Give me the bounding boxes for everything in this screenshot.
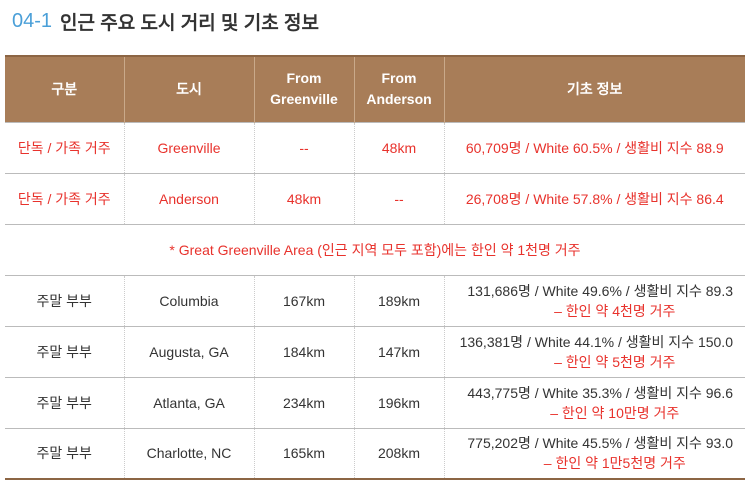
cell-category: 주말 부부	[5, 427, 124, 480]
table-row: 단독 / 가족 거주 Anderson 48km -- 26,708명 / Wh…	[5, 172, 745, 224]
cell-from-anderson: 189km	[353, 274, 444, 326]
cell-from-anderson: 208km	[353, 427, 444, 480]
cell-from-anderson: 196km	[353, 376, 444, 428]
cell-category: 주말 부부	[5, 325, 124, 377]
cell-info: 443,775명 / White 35.3% / 생활비 지수 96.6 – 한…	[443, 376, 745, 428]
cell-from-greenville: 234km	[253, 376, 354, 428]
cell-city: Atlanta, GA	[123, 376, 254, 428]
cell-city: Columbia	[123, 274, 254, 326]
cell-city: Anderson	[123, 172, 254, 224]
table-row: 주말 부부 Atlanta, GA 234km 196km 443,775명 /…	[5, 376, 745, 428]
cell-from-greenville: 165km	[253, 427, 354, 480]
header-city: 도시	[123, 55, 254, 122]
cell-from-greenville: --	[253, 121, 354, 173]
cell-city: Charlotte, NC	[123, 427, 254, 480]
note-text: * Great Greenville Area (인근 지역 모두 포함)에는 …	[5, 223, 745, 275]
header-from-greenville: From Greenville	[253, 55, 354, 122]
cell-info: 136,381명 / White 44.1% / 생활비 지수 150.0 – …	[443, 325, 745, 377]
city-info-table: 구분 도시 From Greenville From Anderson 기초 정…	[5, 55, 745, 480]
table-row: 단독 / 가족 거주 Greenville -- 48km 60,709명 / …	[5, 121, 745, 173]
info-korean-population: – 한인 약 10만명 거주	[550, 404, 680, 421]
cell-category: 주말 부부	[5, 274, 124, 326]
info-stats: 775,202명 / White 45.5% / 생활비 지수 93.0	[467, 435, 733, 452]
info-korean-population: – 한인 약 5천명 거주	[554, 353, 676, 370]
header-from-greenville-line2: Greenville	[270, 91, 338, 108]
section-number: 04-1	[12, 9, 53, 32]
info-korean-population: – 한인 약 1만5천명 거주	[543, 455, 686, 472]
page-title: 04-1 인근 주요 도시 거리 및 기초 정보	[12, 6, 319, 36]
info-stats: 443,775명 / White 35.3% / 생활비 지수 96.6	[467, 384, 733, 401]
cell-from-greenville: 167km	[253, 274, 354, 326]
header-from-anderson-line2: Anderson	[366, 91, 432, 108]
table-row: 주말 부부 Charlotte, NC 165km 208km 775,202명…	[5, 427, 745, 480]
cell-info: 131,686명 / White 49.6% / 생활비 지수 89.3 – 한…	[443, 274, 745, 326]
info-korean-population: – 한인 약 4천명 거주	[554, 302, 676, 319]
table-row: 주말 부부 Columbia 167km 189km 131,686명 / Wh…	[5, 274, 745, 326]
cell-info: 26,708명 / White 57.8% / 생활비 지수 86.4	[443, 172, 745, 224]
note-row: * Great Greenville Area (인근 지역 모두 포함)에는 …	[5, 223, 745, 275]
header-category: 구분	[5, 55, 124, 122]
info-stats: 131,686명 / White 49.6% / 생활비 지수 89.3	[467, 282, 733, 299]
cell-info: 775,202명 / White 45.5% / 생활비 지수 93.0 – 한…	[443, 427, 745, 480]
info-stats: 136,381명 / White 44.1% / 생활비 지수 150.0	[459, 333, 733, 350]
header-from-anderson-line1: From	[381, 70, 417, 87]
cell-from-anderson: --	[353, 172, 444, 224]
cell-from-anderson: 147km	[353, 325, 444, 377]
cell-category: 주말 부부	[5, 376, 124, 428]
cell-from-greenville: 48km	[253, 172, 354, 224]
table-header-row: 구분 도시 From Greenville From Anderson 기초 정…	[5, 55, 745, 122]
cell-city: Greenville	[123, 121, 254, 173]
cell-category: 단독 / 가족 거주	[5, 172, 124, 224]
header-from-greenville-line1: From	[286, 70, 322, 87]
header-from-anderson: From Anderson	[353, 55, 444, 122]
cell-from-greenville: 184km	[253, 325, 354, 377]
section-title: 인근 주요 도시 거리 및 기초 정보	[60, 12, 319, 34]
cell-city: Augusta, GA	[123, 325, 254, 377]
table-row: 주말 부부 Augusta, GA 184km 147km 136,381명 /…	[5, 325, 745, 377]
header-basic-info: 기초 정보	[443, 55, 745, 122]
cell-category: 단독 / 가족 거주	[5, 121, 124, 173]
cell-info: 60,709명 / White 60.5% / 생활비 지수 88.9	[443, 121, 745, 173]
cell-from-anderson: 48km	[353, 121, 444, 173]
